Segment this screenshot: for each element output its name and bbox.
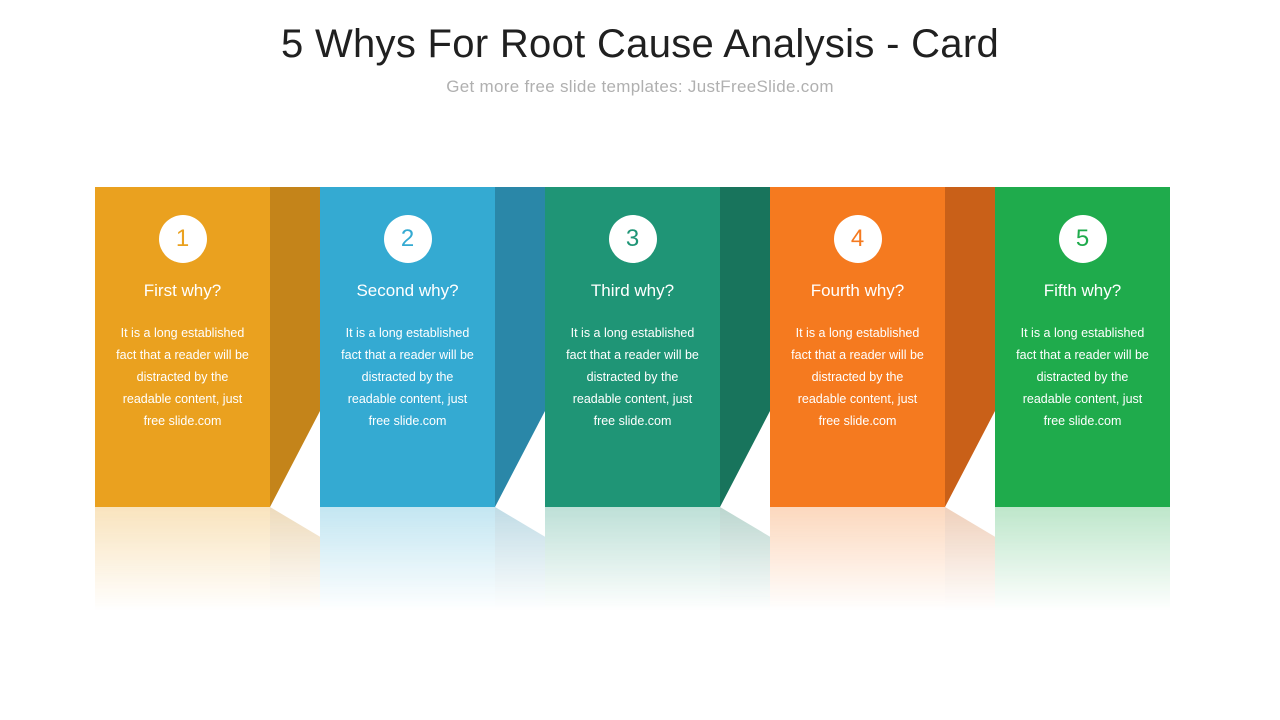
card-flap (945, 187, 995, 507)
card-1: 1 First why? It is a long established fact… (95, 187, 270, 507)
card-flap (720, 187, 770, 507)
card-reflection (545, 507, 720, 617)
card-reflection (770, 507, 945, 617)
card-face: 1 First why? It is a long established fact… (95, 187, 270, 507)
card-face: 4 Fourth why? It is a long established fac… (770, 187, 945, 507)
card-face: 5 Fifth why? It is a long established fact… (995, 187, 1170, 507)
card-number-circle: 1 (159, 215, 207, 263)
card-title: Third why? (557, 281, 708, 301)
card-body: It is a long established fact that a rea… (557, 323, 708, 432)
page-subtitle: Get more free slide templates: JustFreeS… (0, 77, 1280, 97)
card-5: 5 Fifth why? It is a long established fact… (995, 187, 1170, 507)
card-number-circle: 5 (1059, 215, 1107, 263)
card-title: Second why? (332, 281, 483, 301)
card-title: Fifth why? (1007, 281, 1158, 301)
card-reflection-flap (945, 507, 995, 617)
page-title: 5 Whys For Root Cause Analysis - Card (0, 0, 1280, 67)
card-reflection (320, 507, 495, 617)
card-reflection (95, 507, 270, 617)
card-3: 3 Third why? It is a long established fact… (545, 187, 720, 507)
card-2: 2 Second why? It is a long established fac… (320, 187, 495, 507)
card-body: It is a long established fact that a rea… (1007, 323, 1158, 432)
card-title: Fourth why? (782, 281, 933, 301)
card-number-circle: 3 (609, 215, 657, 263)
cards-container: 1 First why? It is a long established fact… (0, 187, 1280, 617)
card-body: It is a long established fact that a rea… (332, 323, 483, 432)
card-face: 2 Second why? It is a long established fac… (320, 187, 495, 507)
card-body: It is a long established fact that a rea… (107, 323, 258, 432)
card-flap (495, 187, 545, 507)
card-number-circle: 2 (384, 215, 432, 263)
card-reflection (995, 507, 1170, 617)
card-body: It is a long established fact that a rea… (782, 323, 933, 432)
card-4: 4 Fourth why? It is a long established fac… (770, 187, 945, 507)
card-reflection-flap (270, 507, 320, 617)
card-face: 3 Third why? It is a long established fact… (545, 187, 720, 507)
card-flap (270, 187, 320, 507)
card-reflection-flap (720, 507, 770, 617)
card-title: First why? (107, 281, 258, 301)
card-reflection-flap (495, 507, 545, 617)
card-number-circle: 4 (834, 215, 882, 263)
